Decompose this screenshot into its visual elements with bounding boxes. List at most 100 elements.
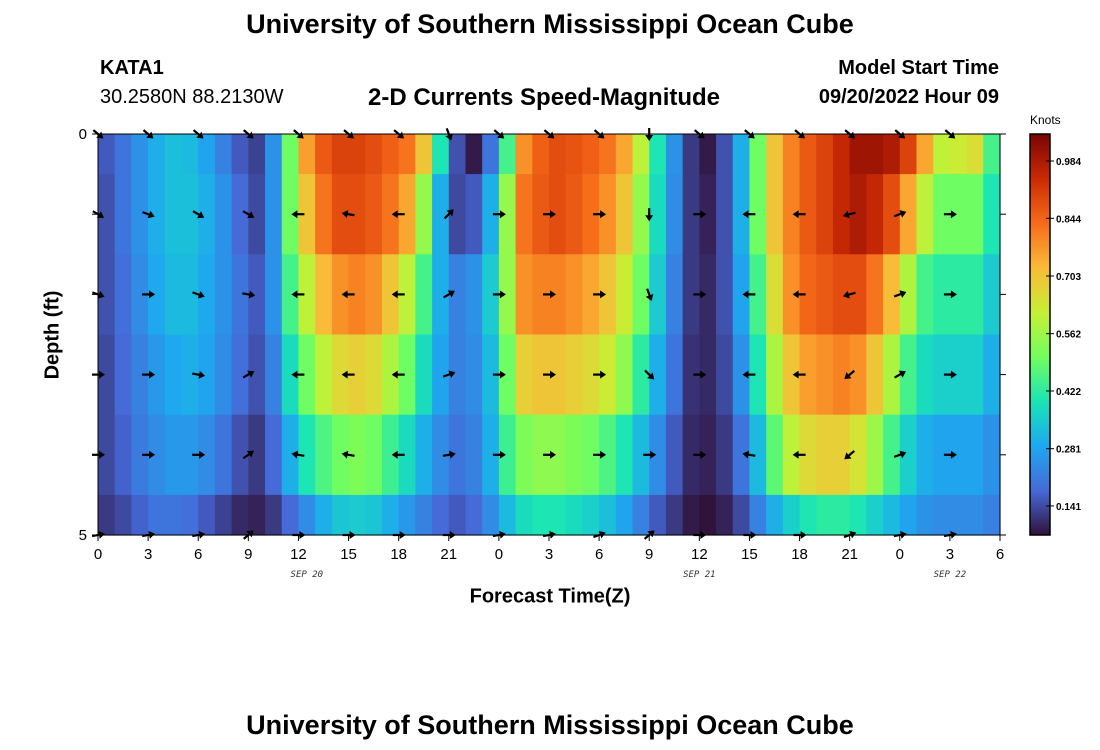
heatmap-cell xyxy=(231,494,249,536)
vector-arrow xyxy=(693,129,705,139)
heatmap-cell xyxy=(766,334,784,416)
vector-arrow xyxy=(391,370,405,379)
vector-arrow xyxy=(242,530,254,540)
vector-arrow xyxy=(792,450,806,459)
heatmap-cell xyxy=(315,254,333,336)
heatmap-cell xyxy=(415,334,433,416)
heatmap-cell xyxy=(148,254,166,336)
vector-arrow xyxy=(742,210,756,219)
vector-arrow xyxy=(593,450,607,459)
heatmap-cell xyxy=(248,174,266,255)
heatmap-cell xyxy=(415,254,433,336)
heatmap-cell xyxy=(599,174,617,255)
heatmap-cell xyxy=(599,414,617,496)
heatmap-cell xyxy=(983,174,1001,255)
heatmap-cell xyxy=(766,134,784,175)
heatmap-cell xyxy=(381,334,400,416)
heatmap-cell xyxy=(549,134,567,175)
heatmap-cell xyxy=(532,254,550,336)
heatmap-cell xyxy=(515,174,533,255)
heatmap-cell xyxy=(398,414,416,496)
heatmap-cell xyxy=(181,174,199,255)
vector-arrow xyxy=(443,290,455,299)
vector-arrow xyxy=(844,369,856,380)
heatmap-cell xyxy=(164,174,183,255)
vector-arrow xyxy=(643,530,655,540)
heatmap-cell xyxy=(766,174,784,255)
x-tick-label: 6 xyxy=(194,546,202,563)
heatmap-cell xyxy=(883,494,901,536)
date-label: SEP 21 xyxy=(683,570,716,580)
heatmap-cell xyxy=(549,174,567,255)
heatmap-cell xyxy=(415,494,433,536)
heatmap-cell xyxy=(949,494,968,536)
heatmap-cell xyxy=(749,134,767,175)
heatmap-cell xyxy=(899,254,918,336)
heatmap-cell xyxy=(866,254,884,336)
heatmap-cell xyxy=(615,334,634,416)
heatmap-cell xyxy=(315,494,333,536)
vector-arrow xyxy=(493,129,505,139)
heatmap-cell xyxy=(214,414,233,496)
heatmap-cell xyxy=(866,134,884,175)
heatmap-cell xyxy=(482,494,500,536)
heatmap-cell xyxy=(732,254,751,336)
heatmap-cell xyxy=(899,174,918,255)
x-tick-label: 18 xyxy=(390,546,407,563)
x-tick-label: 12 xyxy=(290,546,307,563)
heatmap-cell xyxy=(432,254,450,336)
date-label: SEP 22 xyxy=(934,570,967,580)
heatmap-cell xyxy=(281,174,300,255)
heatmap-cell xyxy=(532,134,550,175)
heatmap-cell xyxy=(148,494,166,536)
vector-arrow xyxy=(445,127,453,141)
heatmap-cell xyxy=(281,494,300,536)
vector-arrow xyxy=(442,370,456,379)
heatmap-cell xyxy=(198,414,216,496)
heatmap-cell xyxy=(448,494,467,536)
heatmap-cell xyxy=(331,254,350,336)
heatmap-cell xyxy=(899,414,918,496)
vector-arrow xyxy=(893,290,907,298)
heatmap-cell xyxy=(916,494,934,536)
heatmap-cell xyxy=(131,134,149,175)
heatmap-cell xyxy=(114,414,132,496)
heatmap-cell xyxy=(265,414,283,496)
x-tick-label: 21 xyxy=(841,546,858,563)
heatmap-cell xyxy=(565,414,583,496)
heatmap-cell xyxy=(816,254,834,336)
heatmap-cell xyxy=(665,254,684,336)
heatmap-cell xyxy=(248,254,266,336)
heatmap-cell xyxy=(448,174,467,255)
heatmap-cell xyxy=(883,134,901,175)
heatmap-cell xyxy=(649,174,667,255)
heatmap-cell xyxy=(832,414,851,496)
heatmap-cell xyxy=(665,174,684,255)
vector-arrow xyxy=(242,450,255,460)
heatmap-cell xyxy=(164,134,183,175)
heatmap-cell xyxy=(348,494,366,536)
heatmap-cell xyxy=(983,134,1001,175)
heatmap-cell xyxy=(832,174,851,255)
heatmap-cell xyxy=(164,414,183,496)
colorbar-tick-label: 0.703 xyxy=(1056,272,1081,283)
heatmap-cell xyxy=(198,134,216,175)
heatmap-cell xyxy=(649,134,667,175)
vector-arrow xyxy=(492,450,506,459)
heatmap-cell xyxy=(649,414,667,496)
x-tick-label: 15 xyxy=(741,546,758,563)
heatmap-cell xyxy=(114,254,132,336)
heatmap-cell xyxy=(732,174,751,255)
heatmap-cell xyxy=(198,334,216,416)
vector-arrow xyxy=(242,370,255,379)
heatmap-cell xyxy=(214,174,233,255)
heatmap-cell xyxy=(415,414,433,496)
heatmap-cell xyxy=(632,414,650,496)
heatmap-cell xyxy=(549,414,567,496)
heatmap-cell xyxy=(599,134,617,175)
vector-arrow xyxy=(242,129,254,139)
heatmap-cell xyxy=(315,334,333,416)
plot-title: 2-D Currents Speed-Magnitude xyxy=(368,84,721,111)
heatmap-cell xyxy=(933,174,951,255)
x-tick-label: 9 xyxy=(645,546,653,563)
